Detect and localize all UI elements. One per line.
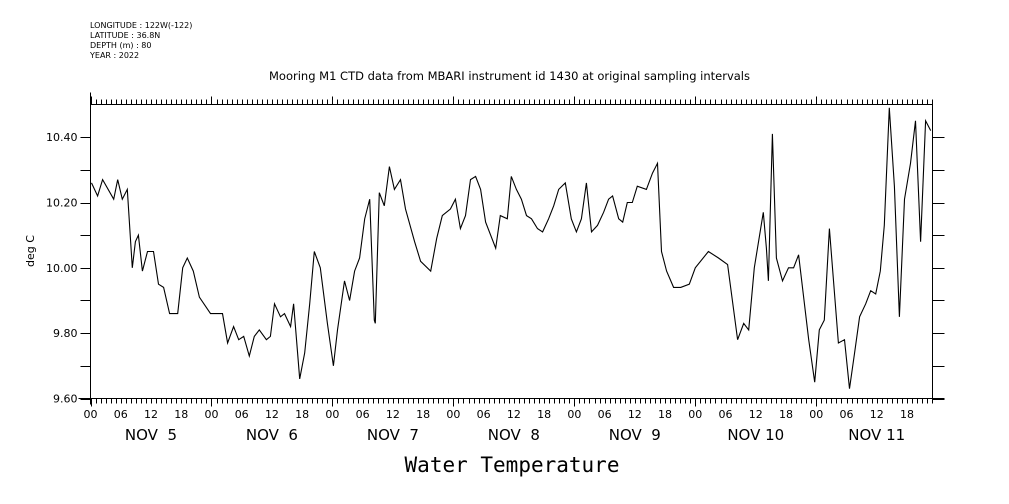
- x-hour-label: 12: [870, 408, 884, 421]
- y-axis-label: deg C: [24, 235, 37, 267]
- x-day-label: NOV 7: [367, 426, 419, 444]
- x-hour-label: 00: [809, 408, 823, 421]
- x-hour-label: 06: [235, 408, 249, 421]
- x-hour-label: 18: [537, 408, 551, 421]
- y-tick-label: 9.80: [53, 327, 78, 340]
- x-hour-label: 00: [204, 408, 218, 421]
- x-hour-label: 18: [900, 408, 914, 421]
- x-hour-label: 12: [265, 408, 279, 421]
- x-hour-label: 00: [446, 408, 460, 421]
- metadata-block: LONGITUDE : 122W(-122) LATITUDE : 36.8N …: [90, 21, 192, 61]
- x-day-label: NOV 9: [609, 426, 661, 444]
- x-hour-label: 06: [840, 408, 854, 421]
- x-hour-label: 00: [325, 408, 339, 421]
- y-axis-ticks: 9.60 9.80 10.00 10.20 10.40: [46, 131, 945, 406]
- x-day-label: NOV 8: [488, 426, 540, 444]
- axes-group: [78, 92, 945, 405]
- x-day-label: NOV 10: [727, 426, 784, 444]
- x-hour-label: 12: [144, 408, 158, 421]
- x-hour-label: 00: [688, 408, 702, 421]
- x-hour-label: 00: [567, 408, 581, 421]
- year-label: YEAR : 2022: [90, 51, 140, 60]
- x-day-label: NOV 11: [848, 426, 905, 444]
- depth-label: DEPTH (m) : 80: [90, 41, 152, 50]
- latitude-label: LATITUDE : 36.8N: [90, 31, 161, 40]
- x-hour-label: 06: [477, 408, 491, 421]
- x-hour-label: 00: [84, 408, 98, 421]
- x-hour-label: 18: [174, 408, 188, 421]
- x-hour-label: 06: [356, 408, 370, 421]
- x-hour-label: 06: [114, 408, 128, 421]
- chart-title: Mooring M1 CTD data from MBARI instrumen…: [269, 69, 750, 83]
- x-day-label: NOV 6: [246, 426, 298, 444]
- x-axis-ticks: 00 06 12 18 00 06 12 18 00 06 12 18 00 06 12 18 00 06 12 18…: [84, 96, 933, 444]
- x-hour-label: 06: [719, 408, 733, 421]
- x-hour-label: 12: [386, 408, 400, 421]
- y-tick-label: 10.40: [46, 131, 78, 144]
- x-hour-label: 06: [598, 408, 612, 421]
- x-hour-label: 18: [658, 408, 672, 421]
- y-tick-label: 10.00: [46, 262, 78, 275]
- y-tick-label: 9.60: [53, 393, 78, 406]
- x-hour-label: 12: [628, 408, 642, 421]
- bottom-title: Water Temperature: [404, 453, 620, 477]
- x-hour-label: 18: [779, 408, 793, 421]
- series-line-water-temperature: [91, 107, 932, 389]
- x-hour-label: 12: [749, 408, 763, 421]
- x-hour-label: 18: [295, 408, 309, 421]
- x-hour-label: 18: [416, 408, 430, 421]
- x-day-label: NOV 5: [125, 426, 177, 444]
- longitude-label: LONGITUDE : 122W(-122): [90, 21, 193, 30]
- x-hour-label: 12: [507, 408, 521, 421]
- y-tick-label: 10.20: [46, 197, 78, 210]
